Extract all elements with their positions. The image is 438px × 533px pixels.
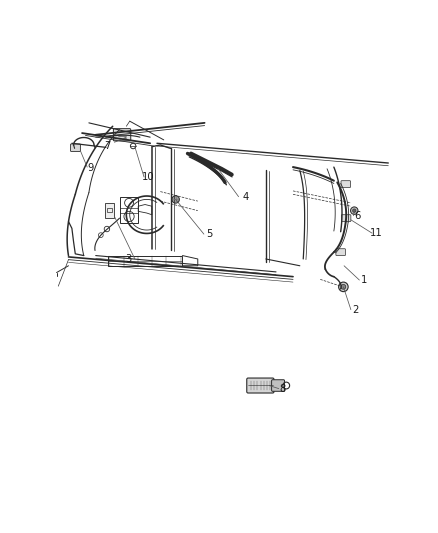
FancyBboxPatch shape: [246, 378, 273, 393]
Text: 4: 4: [242, 192, 248, 202]
Text: 9: 9: [87, 163, 94, 173]
FancyBboxPatch shape: [71, 144, 80, 151]
Circle shape: [338, 282, 347, 292]
Text: 3: 3: [125, 254, 131, 264]
Text: 7: 7: [104, 141, 110, 151]
Circle shape: [352, 209, 355, 212]
Text: 1: 1: [360, 275, 367, 285]
FancyBboxPatch shape: [340, 181, 350, 188]
FancyBboxPatch shape: [113, 128, 131, 141]
FancyBboxPatch shape: [105, 203, 113, 218]
Circle shape: [340, 285, 345, 289]
Text: 11: 11: [369, 229, 382, 238]
Text: 8: 8: [279, 384, 285, 394]
FancyBboxPatch shape: [341, 215, 350, 222]
Circle shape: [172, 196, 179, 203]
Text: 5: 5: [206, 230, 212, 239]
Text: 6: 6: [353, 211, 360, 221]
FancyBboxPatch shape: [335, 249, 345, 255]
Bar: [107, 255, 182, 266]
FancyBboxPatch shape: [271, 379, 284, 391]
Text: 10: 10: [142, 172, 155, 182]
Text: 2: 2: [351, 305, 357, 315]
Circle shape: [350, 207, 357, 214]
